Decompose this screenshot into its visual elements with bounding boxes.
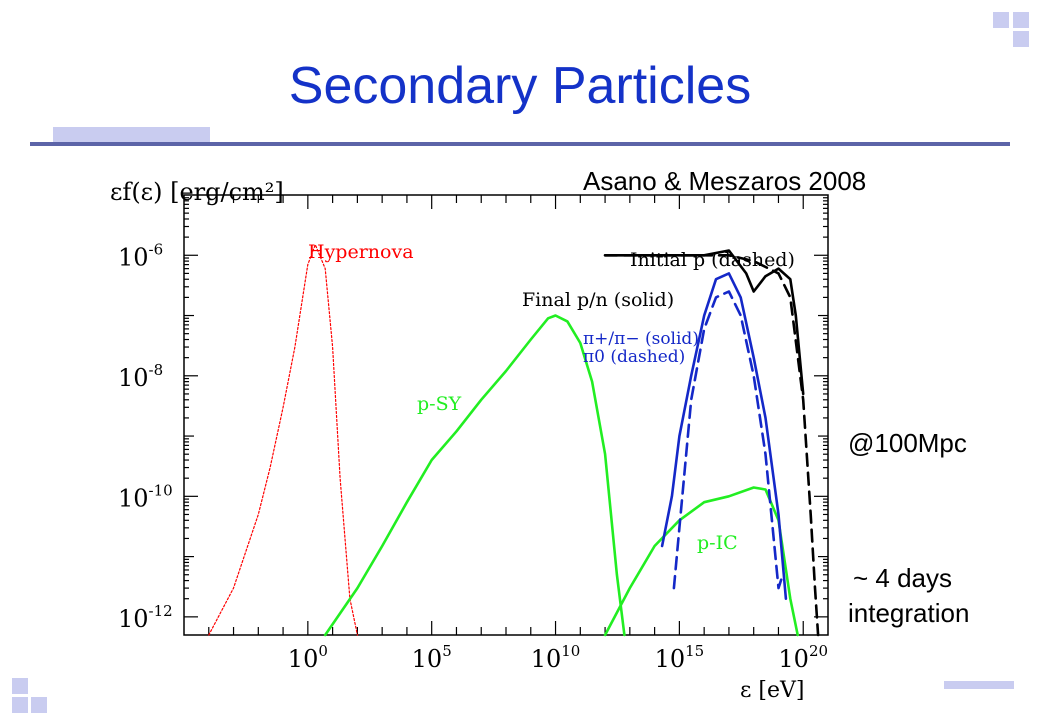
series-line-p-sy (323, 314, 626, 637)
x-tick-label: 100 (288, 642, 328, 673)
decor-square (1013, 12, 1029, 28)
label-initial-p: Initial p (dashed) (630, 249, 795, 271)
series-line-0-dashed (672, 290, 785, 590)
distance-note: @100Mpc (848, 428, 967, 458)
series-line-final-p-n-solid (603, 249, 805, 396)
label-pion-charged: π+/π− (solid) (583, 329, 699, 349)
x-axis-label: ε [eV] (740, 678, 804, 703)
series-line-solid (660, 272, 788, 600)
decor-square (1013, 31, 1029, 47)
integration-note-line2: integration (848, 598, 970, 628)
x-tick-label: 105 (412, 642, 452, 673)
label-p-sy: p-SY (417, 393, 462, 415)
title-rule (30, 142, 1010, 146)
slide-title: Secondary Particles (288, 57, 752, 115)
integration-note-line1: ~ 4 days (853, 563, 953, 593)
decor-square (31, 697, 47, 713)
axis-ticks: 100 105 1010 1015 1020 10-6 10-8 10-10 10-12 (118, 195, 828, 673)
label-pion-neutral: π0 (dashed) (583, 347, 685, 367)
citation: Asano & Meszaros 2008 (583, 166, 867, 196)
x-tick-label: 1010 (531, 642, 581, 673)
decor-square (12, 697, 28, 713)
decor-square (12, 678, 28, 694)
title-rule-accent (53, 127, 210, 143)
x-tick-label: 1020 (778, 642, 828, 673)
footer-rule-accent (944, 681, 1014, 689)
series-line-hypernova (208, 244, 358, 636)
label-hypernova: Hypernova (308, 241, 414, 263)
decor-square (993, 12, 1009, 28)
series-line-initial-p-dashed (603, 254, 820, 637)
x-tick-label: 1015 (655, 642, 705, 673)
series-line-p-ic (603, 486, 799, 637)
y-tick-label: 10-12 (118, 602, 173, 633)
y-axis-label: εf(ε) [erg/cm²] (110, 178, 284, 206)
y-tick-label: 10-8 (118, 361, 163, 392)
label-final-pn: Final p/n (solid) (522, 289, 674, 311)
y-tick-label: 10-6 (118, 240, 163, 271)
label-p-ic: p-IC (697, 532, 738, 554)
series-group (208, 244, 820, 637)
y-tick-label: 10-10 (118, 481, 173, 512)
